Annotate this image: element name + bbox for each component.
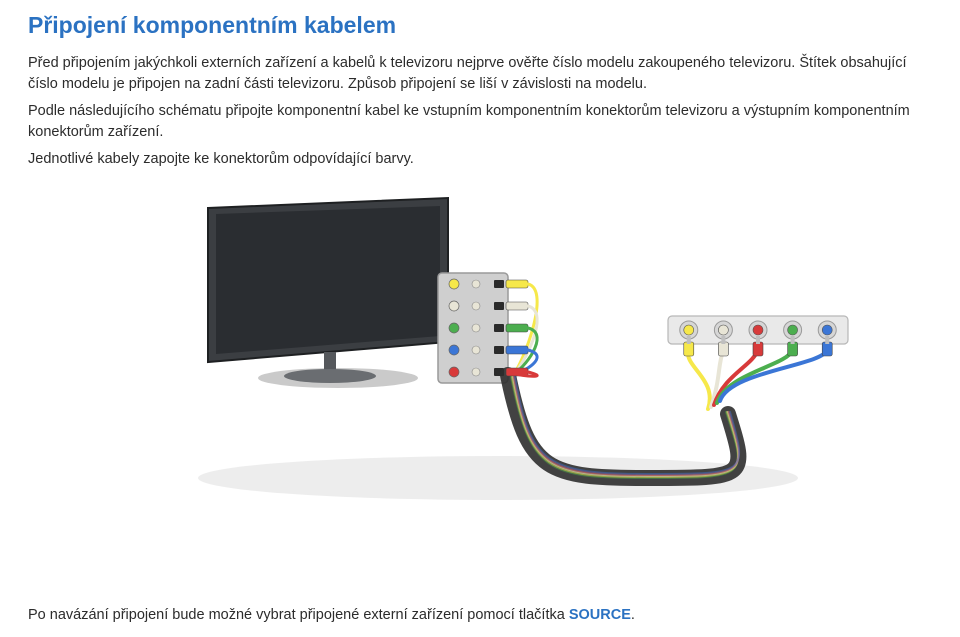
footer-source-label: SOURCE [569,607,631,623]
footer-suffix: . [631,607,635,623]
footer-prefix: Po navázání připojení bude možné vybrat … [28,607,569,623]
page-title: Připojení komponentním kabelem [28,12,932,39]
connection-diagram [28,178,932,513]
intro-paragraph-2: Podle následujícího schématu připojte ko… [28,101,932,143]
footer-note: Po navázání připojení bude možné vybrat … [28,607,932,623]
intro-paragraph-1: Před připojením jakýchkoli externích zař… [28,53,932,95]
intro-paragraph-3: Jednotlivé kabely zapojte ke konektorům … [28,149,932,170]
